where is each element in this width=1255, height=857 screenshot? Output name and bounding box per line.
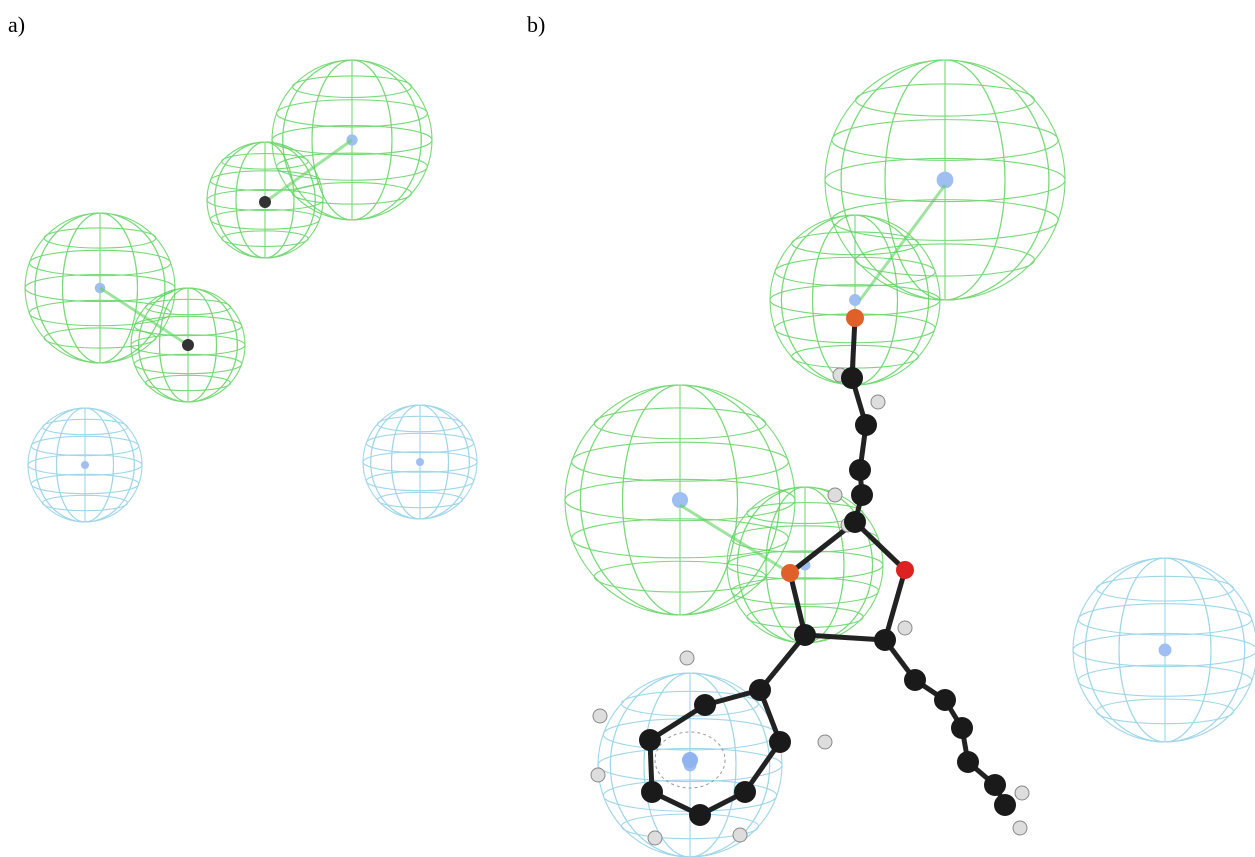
figure-drawing xyxy=(0,0,1255,857)
sphere-center xyxy=(1159,644,1172,657)
hydrogen xyxy=(591,768,605,782)
atom xyxy=(851,484,873,506)
atom xyxy=(639,729,661,751)
hydrogen xyxy=(1015,786,1029,800)
atom xyxy=(904,669,926,691)
atom xyxy=(994,794,1016,816)
atom xyxy=(984,774,1006,796)
atom xyxy=(841,367,863,389)
atom xyxy=(874,629,896,651)
feature-sphere xyxy=(825,60,1065,300)
atom xyxy=(846,309,864,327)
feature-sphere xyxy=(1073,558,1255,742)
hydrogen xyxy=(898,621,912,635)
atom xyxy=(951,717,973,739)
sphere-center xyxy=(416,458,424,466)
hydrogen xyxy=(871,395,885,409)
hydrogen xyxy=(733,828,747,842)
atom xyxy=(182,339,194,351)
atom xyxy=(896,561,914,579)
hydrogen xyxy=(828,488,842,502)
hydrogen xyxy=(648,831,662,845)
figure: a) b) (() => { const data = JSON.parse(d… xyxy=(0,0,1255,857)
atom xyxy=(855,414,877,436)
atom xyxy=(769,731,791,753)
hydrogen xyxy=(593,709,607,723)
atom xyxy=(641,781,663,803)
atom xyxy=(849,459,871,481)
atom xyxy=(794,624,816,646)
atom xyxy=(934,689,956,711)
atom xyxy=(844,511,866,533)
atom xyxy=(749,679,771,701)
feature-sphere xyxy=(28,408,142,522)
ring-center xyxy=(682,752,698,768)
atom xyxy=(957,751,979,773)
atom xyxy=(689,804,711,826)
hydrogen xyxy=(1013,821,1027,835)
atom xyxy=(259,196,271,208)
hydrogen xyxy=(818,735,832,749)
atom xyxy=(781,564,799,582)
vector xyxy=(860,185,945,300)
sphere-center xyxy=(81,461,89,469)
atom xyxy=(734,781,756,803)
sphere-center xyxy=(849,294,861,306)
atom xyxy=(694,694,716,716)
hydrogen xyxy=(680,651,694,665)
feature-sphere xyxy=(363,405,477,519)
